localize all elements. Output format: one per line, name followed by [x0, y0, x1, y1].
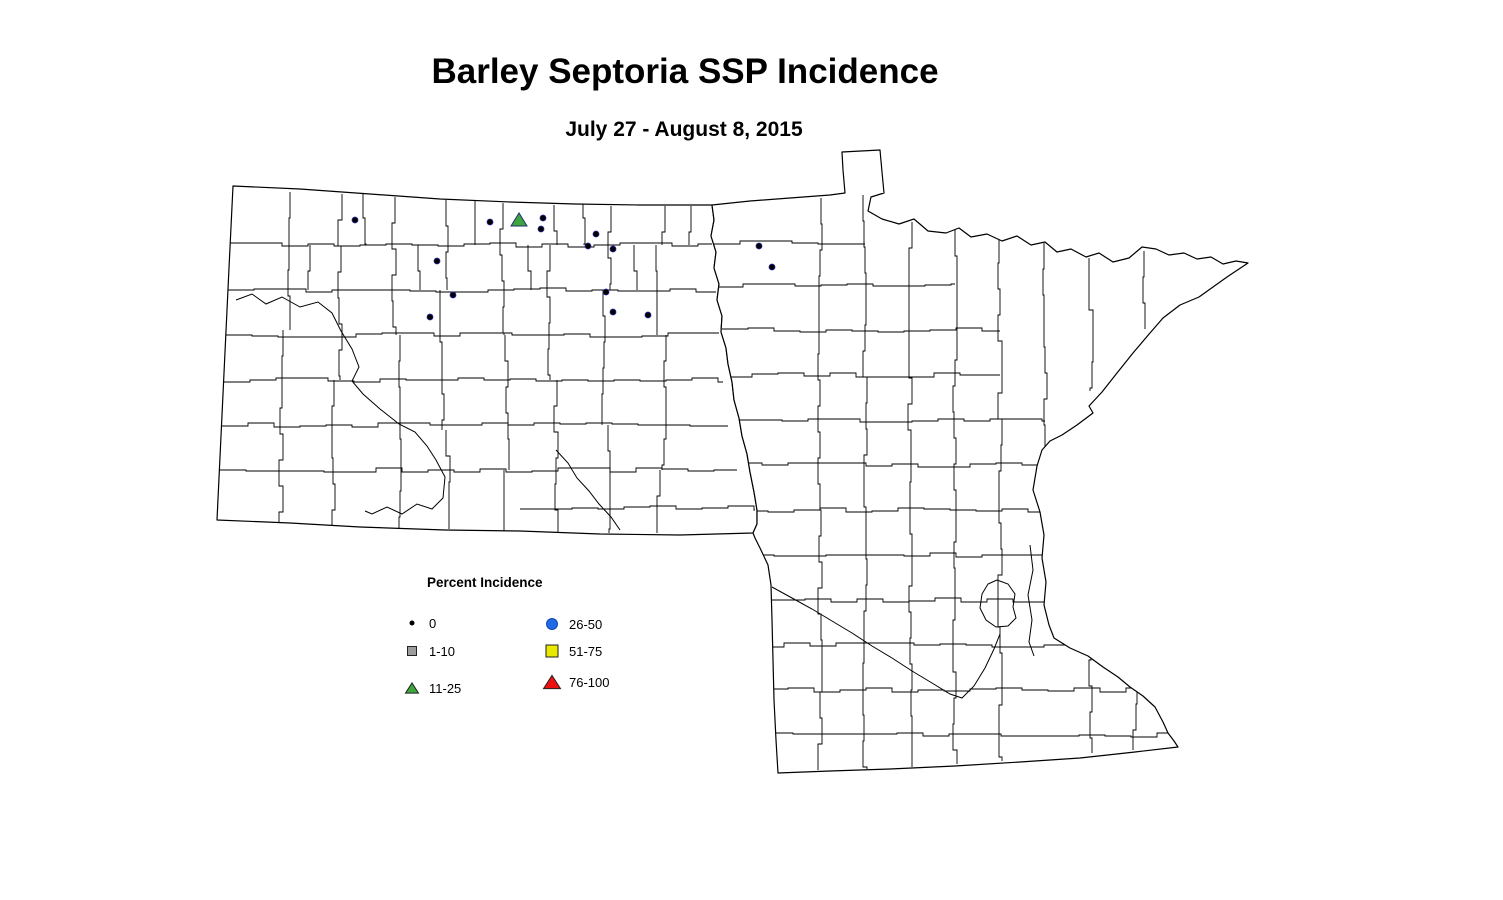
data-point-dot: [755, 242, 763, 250]
data-point-dot: [537, 225, 545, 233]
data-point-dot: [609, 308, 617, 316]
legend-item-11-25: 11-25: [400, 679, 461, 697]
legend-blue-circle-icon: [540, 615, 564, 633]
triangle-glyph: [542, 674, 562, 690]
dot-glyph: [409, 620, 415, 626]
river-line: [1027, 544, 1035, 657]
data-point-dot: [449, 291, 457, 299]
data-point-dot: [433, 257, 441, 265]
data-point-dot: [592, 230, 600, 238]
legend-item-76-100: 76-100: [540, 673, 609, 691]
square-glyph: [407, 646, 417, 656]
square-glyph: [545, 644, 559, 658]
county-lines-nd: [220, 192, 755, 533]
state-fill-north-dakota: [217, 186, 757, 535]
legend-item-51-75: 51-75: [540, 642, 602, 660]
legend-gray-square-icon: [400, 642, 424, 660]
data-point-dot: [426, 313, 434, 321]
data-points: [351, 212, 776, 321]
data-point-dot: [539, 214, 547, 222]
legend-label: 51-75: [569, 643, 603, 659]
data-point-triangle: [510, 212, 528, 227]
legend-red-triangle-icon: [540, 673, 564, 691]
legend-yellow-square-icon: [540, 642, 564, 660]
data-point-dot: [486, 218, 494, 226]
data-point-dot: [609, 245, 617, 253]
legend-green-triangle-icon: [400, 679, 424, 697]
legend-dot-icon: [400, 614, 424, 632]
legend-label: 1-10: [429, 643, 456, 659]
state-outline-minnesota: [710, 149, 1249, 774]
data-point-dot: [768, 263, 776, 271]
legend-item-26-50: 26-50: [540, 615, 602, 633]
river-line: [555, 449, 621, 531]
data-point-dot: [584, 242, 592, 250]
legend-label: 26-50: [569, 616, 603, 632]
legend-item-1-10: 1-10: [400, 642, 455, 660]
data-point-dot: [602, 288, 610, 296]
state-fill-minnesota: [711, 150, 1248, 773]
river-line: [771, 586, 1001, 699]
legend-item-0: 0: [400, 614, 436, 632]
legend-title: Percent Incidence: [427, 575, 543, 590]
legend-label: 76-100: [569, 674, 610, 690]
river-line: [235, 293, 446, 515]
legend-label: 11-25: [429, 680, 462, 696]
legend-label: 0: [429, 615, 437, 631]
circle-glyph: [546, 618, 558, 630]
chart-subtitle: July 27 - August 8, 2015: [565, 118, 803, 141]
data-point-dot: [644, 311, 652, 319]
triangle-glyph: [404, 682, 420, 694]
river-line: [979, 579, 1017, 628]
data-point-dot: [351, 216, 359, 224]
chart-title: Barley Septoria SSP Incidence: [431, 52, 939, 91]
